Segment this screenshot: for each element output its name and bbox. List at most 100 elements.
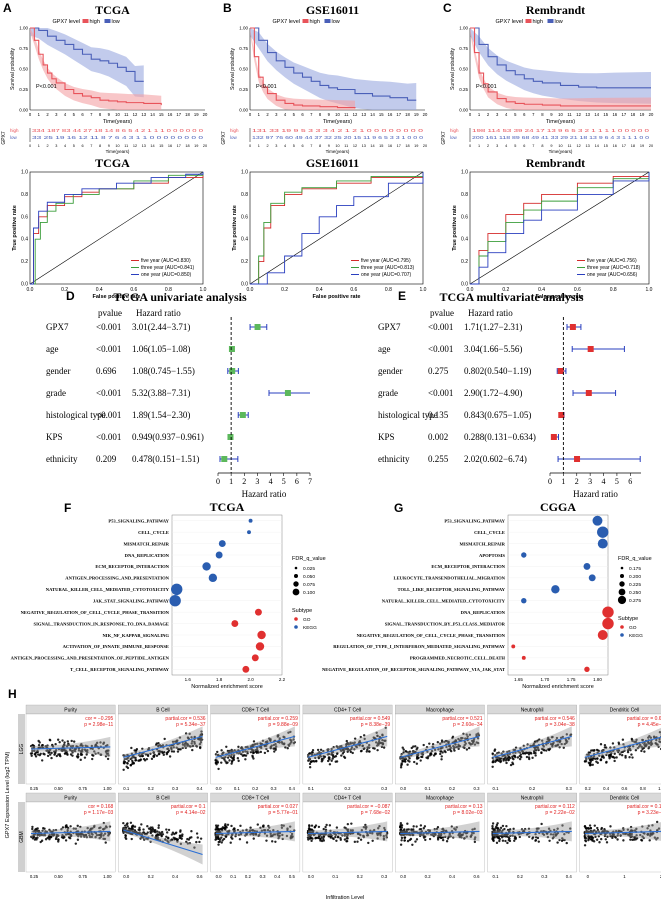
facet-title: CD4+ T Cell [334, 708, 361, 714]
x-tick-label: 0.2 [245, 874, 252, 879]
scatter-point [457, 747, 460, 751]
row-pvalue: 0.209 [96, 454, 117, 464]
roc-curve-one [470, 172, 650, 285]
fdr-legend-label: 0.250 [629, 590, 641, 596]
scatter-point [51, 743, 54, 747]
enrichment-dot [242, 665, 250, 673]
x-tick-label: 0.4 [274, 874, 281, 879]
x-tick-label: 18 [185, 112, 190, 117]
scatter-point [35, 750, 39, 754]
risk-x-tick: 5 [293, 144, 295, 148]
roc-curve-three [30, 172, 204, 285]
x-axis-label: False positive rate [313, 294, 361, 300]
scatter-point [596, 757, 599, 760]
x-tick-label: 2 [46, 112, 49, 117]
scatter-point [436, 838, 440, 841]
survival-curve-high [30, 27, 162, 106]
term-label: ANTIGEN_PROCESSING_AND_PRESENTATION [65, 576, 169, 581]
risk-x-tick: 13 [142, 144, 146, 148]
y-tick-label: 0.50 [459, 67, 468, 72]
x-tick-label: 0.0 [400, 874, 407, 879]
row-hazard-ratio: 5.32(3.88−7.31) [132, 388, 190, 398]
row-pvalue: 0.002 [428, 432, 448, 442]
scatter-point [45, 749, 48, 752]
row-pvalue: <0.001 [96, 432, 121, 442]
scatter-point [167, 828, 171, 832]
term-label: TOLL_LIKE_RECEPTOR_SIGNALING_PATHWAY [398, 587, 506, 592]
survival-curve-high [470, 27, 651, 107]
scatter-point [238, 838, 242, 841]
scatter-point [152, 755, 156, 759]
scatter-point [261, 739, 265, 742]
scatter-point [181, 743, 185, 746]
scatter-point [309, 760, 313, 763]
hazard-ratio-point [574, 456, 581, 462]
scatter-point [345, 739, 348, 743]
scatter-point [380, 745, 384, 749]
tumor-immune-panel: H GPX7 Expression Level (log2 TPM) Infiltr… [5, 687, 661, 901]
x-tick-label: 1 [229, 477, 233, 486]
x-tick-label: 1.80 [593, 677, 602, 682]
scatter-point [33, 838, 37, 841]
scatter-point [65, 745, 69, 748]
scatter-point [328, 756, 331, 759]
x-tick-label: 0.3 [566, 786, 573, 791]
scatter-point [419, 824, 423, 827]
facet-title: Macrophage [426, 708, 454, 714]
roc-title: TCGA [95, 156, 130, 170]
term-label: NEGATIVE_REGULATION_OF_CELL_CYCLE_PHASE_… [357, 633, 506, 638]
enrichment-dot [248, 518, 253, 523]
scatter-point [158, 833, 161, 837]
scatter-point [71, 744, 75, 748]
scatter-point [237, 745, 240, 749]
scatter-point [609, 753, 613, 757]
scatter-point [513, 839, 516, 842]
scatter-point [144, 753, 148, 756]
scatter-point [470, 739, 474, 743]
risk-high-label: high [450, 128, 459, 133]
scatter-point [126, 761, 129, 765]
x-tick-label: 6 [295, 477, 299, 486]
scatter-point [360, 749, 363, 753]
row-label: KPS [378, 432, 395, 442]
fdr-legend-dot [294, 574, 298, 578]
km-pvalue: P<0.001 [476, 84, 497, 90]
x-tick-label: 0.4 [538, 287, 545, 293]
x-tick-label: 0.4 [197, 786, 204, 791]
scatter-point [81, 744, 84, 748]
scatter-point [272, 747, 275, 750]
scatter-point [464, 737, 467, 740]
fdr-legend-dot [620, 566, 624, 570]
x-tick-label: 0.3 [260, 874, 267, 879]
scatter-point [34, 753, 37, 756]
risk-low-label: low [10, 135, 18, 140]
scatter-point [613, 759, 616, 763]
risk-x-tick: 4 [64, 144, 66, 148]
scatter-point [306, 836, 310, 839]
scatter-point [70, 739, 73, 743]
roc-curve-five [30, 172, 204, 285]
scatter-point [556, 841, 559, 844]
row-label: ethnicity [46, 454, 78, 464]
x-tick-label: 0.2 [148, 786, 155, 791]
x-tick-label: 0.0 [216, 786, 223, 791]
scatter-point [308, 752, 312, 755]
scatter-point [77, 749, 81, 752]
risk-x-tick: 16 [388, 144, 392, 148]
scatter-point [193, 735, 196, 739]
x-tick-label: 6 [523, 112, 526, 117]
x-tick-label: 17 [176, 112, 181, 117]
scatter-point [161, 744, 165, 747]
scatter-point [215, 761, 218, 764]
x-tick-label: 20 [203, 112, 208, 117]
enrichment-dot [257, 630, 266, 640]
scatter-point [49, 739, 52, 742]
scatter-point [71, 751, 74, 754]
scatter-point [407, 759, 410, 762]
scatter-point [415, 825, 418, 828]
scatter-point [422, 743, 425, 747]
risk-numbers-high: 131 33 19 9 5 3 3 3 4 2 1 2 1 0 0 0 0 0 … [252, 128, 424, 133]
scatter-point [54, 752, 57, 755]
x-tick-label: 0.8 [165, 287, 172, 293]
scatter-point [330, 747, 333, 751]
